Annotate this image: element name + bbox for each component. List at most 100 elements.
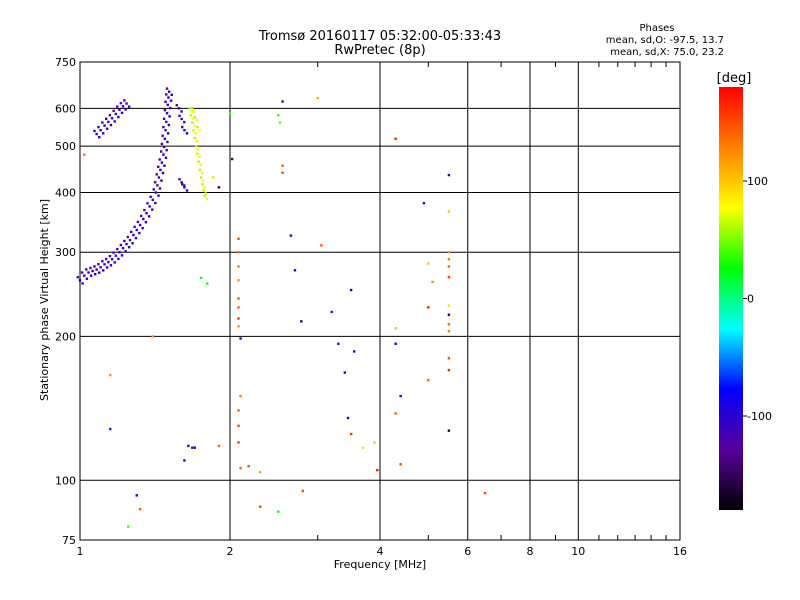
o-mode-point: [163, 164, 166, 167]
scatter-point: [217, 186, 221, 189]
o-mode-point: [85, 268, 88, 271]
o-mode-point: [124, 250, 127, 253]
scatter-point: [301, 489, 305, 493]
o-mode-point: [139, 214, 143, 218]
scatter-point: [259, 505, 262, 509]
scatter-point: [399, 463, 402, 466]
colorbar-label: [deg]: [717, 71, 752, 86]
o-mode-point: [113, 261, 116, 264]
x-mode-point: [199, 163, 202, 167]
x-mode-point: [193, 124, 196, 127]
scatter-point: [376, 468, 379, 472]
o-mode-point: [145, 212, 148, 215]
x-tick-label: 6: [464, 545, 471, 558]
colorbar-ticks: 100 0 -100: [743, 175, 772, 423]
grid-lines: [80, 62, 680, 540]
o-mode-point: [108, 254, 112, 258]
o-mode-point: [76, 276, 80, 279]
o-mode-point: [185, 189, 189, 192]
o-mode-point: [163, 137, 167, 141]
scatter-point: [330, 310, 333, 314]
x-mode-point: [191, 117, 195, 120]
o-mode-point: [130, 230, 133, 234]
o-mode-point: [147, 215, 151, 218]
phases-heading: Phases: [639, 23, 674, 34]
o-mode-point: [160, 161, 164, 164]
colorbar-tick-label: 100: [747, 175, 768, 188]
o-mode-point: [169, 99, 173, 102]
scatter-point: [447, 210, 451, 213]
o-mode-point: [183, 128, 186, 132]
o-mode-point: [125, 242, 128, 246]
y-tick-label: 75: [62, 534, 76, 547]
scatter-point: [447, 265, 451, 268]
scatter-point: [373, 441, 376, 444]
o-mode-point: [123, 99, 126, 102]
x-mode-point: [194, 144, 198, 148]
o-mode-point: [98, 136, 101, 139]
o-mode-point: [156, 184, 159, 187]
y-tick-label: 400: [55, 186, 76, 199]
scatter-point: [394, 137, 397, 141]
o-mode-point: [161, 171, 165, 175]
scatter-point: [447, 258, 451, 261]
scatter-point: [237, 306, 240, 309]
o-mode-point: [157, 165, 160, 169]
x-mode-point: [193, 110, 196, 113]
scatter-point: [293, 269, 297, 272]
o-mode-point: [178, 114, 181, 118]
y-axis-label: Stationary phase Virtual Height [km]: [38, 199, 51, 401]
o-mode-point: [162, 153, 165, 156]
y-tick-label: 600: [55, 102, 76, 115]
scatter-point: [422, 201, 426, 205]
scatter-point: [237, 325, 240, 328]
x-mode-point: [203, 186, 206, 189]
x-mode-point: [205, 197, 209, 200]
o-mode-point: [99, 128, 102, 132]
colorbar-tick-label: 0: [747, 293, 754, 306]
o-mode-point: [159, 150, 163, 153]
data-points: [76, 87, 487, 528]
o-mode-point: [112, 251, 115, 254]
o-mode-point: [177, 107, 181, 110]
o-mode-point: [114, 112, 118, 116]
o-mode-point: [175, 104, 179, 107]
scatter-point: [483, 491, 487, 495]
o-mode-point: [162, 117, 166, 121]
o-mode-point: [121, 246, 125, 250]
o-mode-point: [125, 102, 128, 105]
o-mode-point: [89, 266, 92, 270]
o-mode-point: [138, 231, 141, 235]
o-mode-point: [105, 127, 109, 130]
scatter-point: [205, 282, 209, 285]
o-mode-point: [99, 266, 102, 269]
o-mode-point: [149, 195, 152, 198]
o-mode-point: [183, 120, 186, 124]
o-mode-point: [141, 226, 144, 230]
o-mode-point: [110, 117, 114, 120]
o-mode-point: [116, 247, 119, 251]
o-mode-point: [157, 176, 161, 179]
scatter-point: [394, 412, 397, 415]
scatter-point: [349, 432, 353, 436]
o-mode-point: [109, 264, 113, 267]
o-mode-point: [158, 187, 162, 190]
o-mode-point: [165, 87, 169, 90]
scatter-point: [431, 280, 434, 284]
scatter-point: [352, 350, 356, 353]
o-mode-point: [108, 113, 112, 117]
o-mode-point: [107, 120, 110, 124]
o-mode-point: [146, 202, 149, 205]
scatter-point: [316, 96, 319, 100]
x-mode-point: [204, 192, 207, 195]
o-mode-point: [105, 266, 109, 269]
scatter-point: [281, 171, 284, 174]
o-mode-point: [165, 148, 168, 152]
o-mode-point: [83, 274, 86, 277]
o-mode-point: [160, 179, 163, 182]
phases-x-stats: mean, sd,X: 75.0, 23.2: [610, 47, 724, 58]
y-tick-label: 200: [55, 330, 76, 343]
x-mode-point: [197, 148, 200, 151]
scatter-point: [237, 317, 240, 320]
scatter-point: [277, 114, 280, 117]
